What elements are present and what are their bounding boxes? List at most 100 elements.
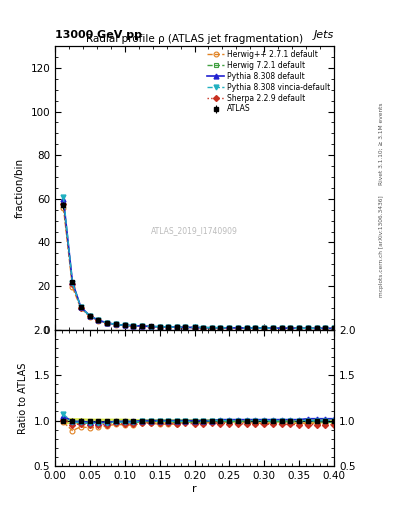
Sherpa 2.2.9 default [140,323,145,329]
Sherpa 2.2.9 default [123,322,127,328]
Sherpa 2.2.9 default [131,323,136,329]
Pythia 8.308 vincia-default [175,324,180,330]
Herwig++ 2.7.1 default [192,325,197,331]
Sherpa 2.2.9 default [61,201,66,207]
Pythia 8.308 vincia-default [183,324,188,330]
Herwig 7.2.1 default [96,317,101,323]
Pythia 8.308 vincia-default [305,325,310,331]
Herwig++ 2.7.1 default [200,325,205,331]
Sherpa 2.2.9 default [113,322,118,328]
Sherpa 2.2.9 default [314,325,319,331]
Herwig 7.2.1 default [88,313,92,319]
Line: Herwig++ 2.7.1 default: Herwig++ 2.7.1 default [61,205,336,331]
Herwig 7.2.1 default [183,324,188,330]
Sherpa 2.2.9 default [218,325,223,331]
Text: mcplots.cern.ch [arXiv:1306.3436]: mcplots.cern.ch [arXiv:1306.3436] [379,195,384,296]
Sherpa 2.2.9 default [70,281,75,287]
X-axis label: r: r [192,483,197,494]
Pythia 8.308 default [314,325,319,331]
Pythia 8.308 default [131,323,136,329]
Herwig 7.2.1 default [200,325,205,331]
Sherpa 2.2.9 default [297,325,301,331]
Herwig++ 2.7.1 default [253,325,257,331]
Sherpa 2.2.9 default [175,324,180,330]
Herwig++ 2.7.1 default [227,325,232,331]
Pythia 8.308 default [279,325,284,331]
Sherpa 2.2.9 default [288,325,292,331]
Sherpa 2.2.9 default [183,324,188,330]
Herwig 7.2.1 default [332,325,336,331]
Pythia 8.308 default [140,323,145,329]
Herwig++ 2.7.1 default [88,313,92,319]
Herwig 7.2.1 default [157,324,162,330]
Line: Herwig 7.2.1 default: Herwig 7.2.1 default [61,201,336,331]
Herwig++ 2.7.1 default [61,204,66,210]
Pythia 8.308 vincia-default [88,313,92,319]
Line: Pythia 8.308 default: Pythia 8.308 default [61,197,336,331]
Sherpa 2.2.9 default [166,324,171,330]
Pythia 8.308 vincia-default [157,324,162,330]
Pythia 8.308 default [305,325,310,331]
Pythia 8.308 vincia-default [200,325,205,331]
Pythia 8.308 vincia-default [105,320,110,326]
Sherpa 2.2.9 default [270,325,275,331]
Pythia 8.308 default [244,325,249,331]
Pythia 8.308 default [157,324,162,330]
Herwig++ 2.7.1 default [244,325,249,331]
Line: Sherpa 2.2.9 default: Sherpa 2.2.9 default [61,202,336,331]
Herwig++ 2.7.1 default [70,284,75,290]
Herwig 7.2.1 default [279,325,284,331]
Herwig++ 2.7.1 default [332,325,336,331]
Pythia 8.308 vincia-default [288,325,292,331]
Herwig 7.2.1 default [288,325,292,331]
Sherpa 2.2.9 default [157,324,162,330]
Y-axis label: fraction/bin: fraction/bin [15,158,25,218]
Pythia 8.308 default [332,325,336,331]
Pythia 8.308 vincia-default [262,325,267,331]
Herwig++ 2.7.1 default [113,322,118,328]
Herwig 7.2.1 default [140,323,145,329]
Herwig++ 2.7.1 default [209,325,214,331]
Pythia 8.308 vincia-default [148,324,153,330]
Text: ATLAS_2019_I1740909: ATLAS_2019_I1740909 [151,226,238,235]
Herwig 7.2.1 default [262,325,267,331]
Pythia 8.308 vincia-default [227,325,232,331]
Pythia 8.308 default [166,324,171,330]
Herwig 7.2.1 default [218,325,223,331]
Herwig 7.2.1 default [323,325,327,331]
Herwig++ 2.7.1 default [79,305,83,311]
Pythia 8.308 vincia-default [166,324,171,330]
Y-axis label: Ratio to ATLAS: Ratio to ATLAS [18,362,28,434]
Herwig++ 2.7.1 default [262,325,267,331]
Herwig 7.2.1 default [123,322,127,328]
Pythia 8.308 default [192,325,197,331]
Herwig++ 2.7.1 default [218,325,223,331]
Sherpa 2.2.9 default [305,325,310,331]
Pythia 8.308 default [123,322,127,328]
Pythia 8.308 vincia-default [70,280,75,286]
Herwig++ 2.7.1 default [323,325,327,331]
Herwig 7.2.1 default [105,320,110,326]
Pythia 8.308 default [253,325,257,331]
Pythia 8.308 vincia-default [79,304,83,310]
Herwig++ 2.7.1 default [279,325,284,331]
Sherpa 2.2.9 default [79,305,83,311]
Sherpa 2.2.9 default [192,325,197,331]
Herwig 7.2.1 default [79,305,83,311]
Pythia 8.308 vincia-default [235,325,240,331]
Pythia 8.308 default [323,325,327,331]
Herwig 7.2.1 default [148,324,153,330]
Herwig 7.2.1 default [131,323,136,329]
Pythia 8.308 default [105,320,110,326]
Legend: Herwig++ 2.7.1 default, Herwig 7.2.1 default, Pythia 8.308 default, Pythia 8.308: Herwig++ 2.7.1 default, Herwig 7.2.1 def… [206,48,332,115]
Sherpa 2.2.9 default [235,325,240,331]
Herwig 7.2.1 default [253,325,257,331]
Sherpa 2.2.9 default [148,324,153,330]
Herwig 7.2.1 default [227,325,232,331]
Sherpa 2.2.9 default [105,320,110,326]
Pythia 8.308 default [175,324,180,330]
Herwig 7.2.1 default [314,325,319,331]
Pythia 8.308 default [96,317,101,323]
Herwig++ 2.7.1 default [305,325,310,331]
Sherpa 2.2.9 default [209,325,214,331]
